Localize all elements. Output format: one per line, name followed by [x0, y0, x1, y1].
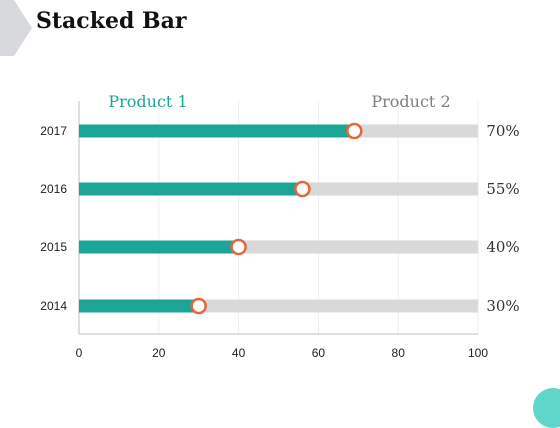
- bar-product-1-2014: [79, 299, 199, 313]
- y-tick-label-2014: 2014: [40, 299, 67, 313]
- bar-product-1-2015: [79, 240, 239, 254]
- x-tick-label-20: 20: [152, 346, 166, 360]
- bar-product-1-2017: [79, 124, 355, 138]
- slide-title: Stacked Bar: [36, 8, 187, 34]
- bar-product-1-2016: [79, 182, 303, 196]
- corner-chevron-decoration: [0, 0, 32, 56]
- x-tick-label-100: 100: [468, 346, 488, 360]
- bar-product-2-2016: [302, 182, 478, 196]
- x-tick-label-80: 80: [392, 346, 406, 360]
- x-tick-label-60: 60: [312, 346, 326, 360]
- marker-2016: [294, 180, 311, 198]
- legend-product-2: Product 2: [371, 92, 450, 111]
- bar-product-2-2014: [198, 299, 478, 313]
- y-tick-label-2017: 2017: [40, 124, 67, 138]
- marker-2015: [230, 238, 247, 256]
- data-label-2017: 70%: [486, 122, 519, 140]
- bar-product-2-2017: [354, 124, 478, 138]
- x-tick-label-0: 0: [76, 346, 83, 360]
- x-tick-label-40: 40: [232, 346, 246, 360]
- data-label-2014: 30%: [486, 297, 519, 315]
- marker-2014: [190, 297, 207, 315]
- y-tick-label-2015: 2015: [40, 240, 67, 254]
- y-tick-label-2016: 2016: [40, 182, 67, 196]
- marker-2017: [346, 122, 363, 140]
- bar-product-2-2015: [238, 240, 478, 254]
- corner-accent-decoration: [533, 388, 560, 428]
- legend-product-1: Product 1: [108, 92, 187, 111]
- data-label-2015: 40%: [486, 238, 519, 256]
- data-label-2016: 55%: [486, 180, 519, 198]
